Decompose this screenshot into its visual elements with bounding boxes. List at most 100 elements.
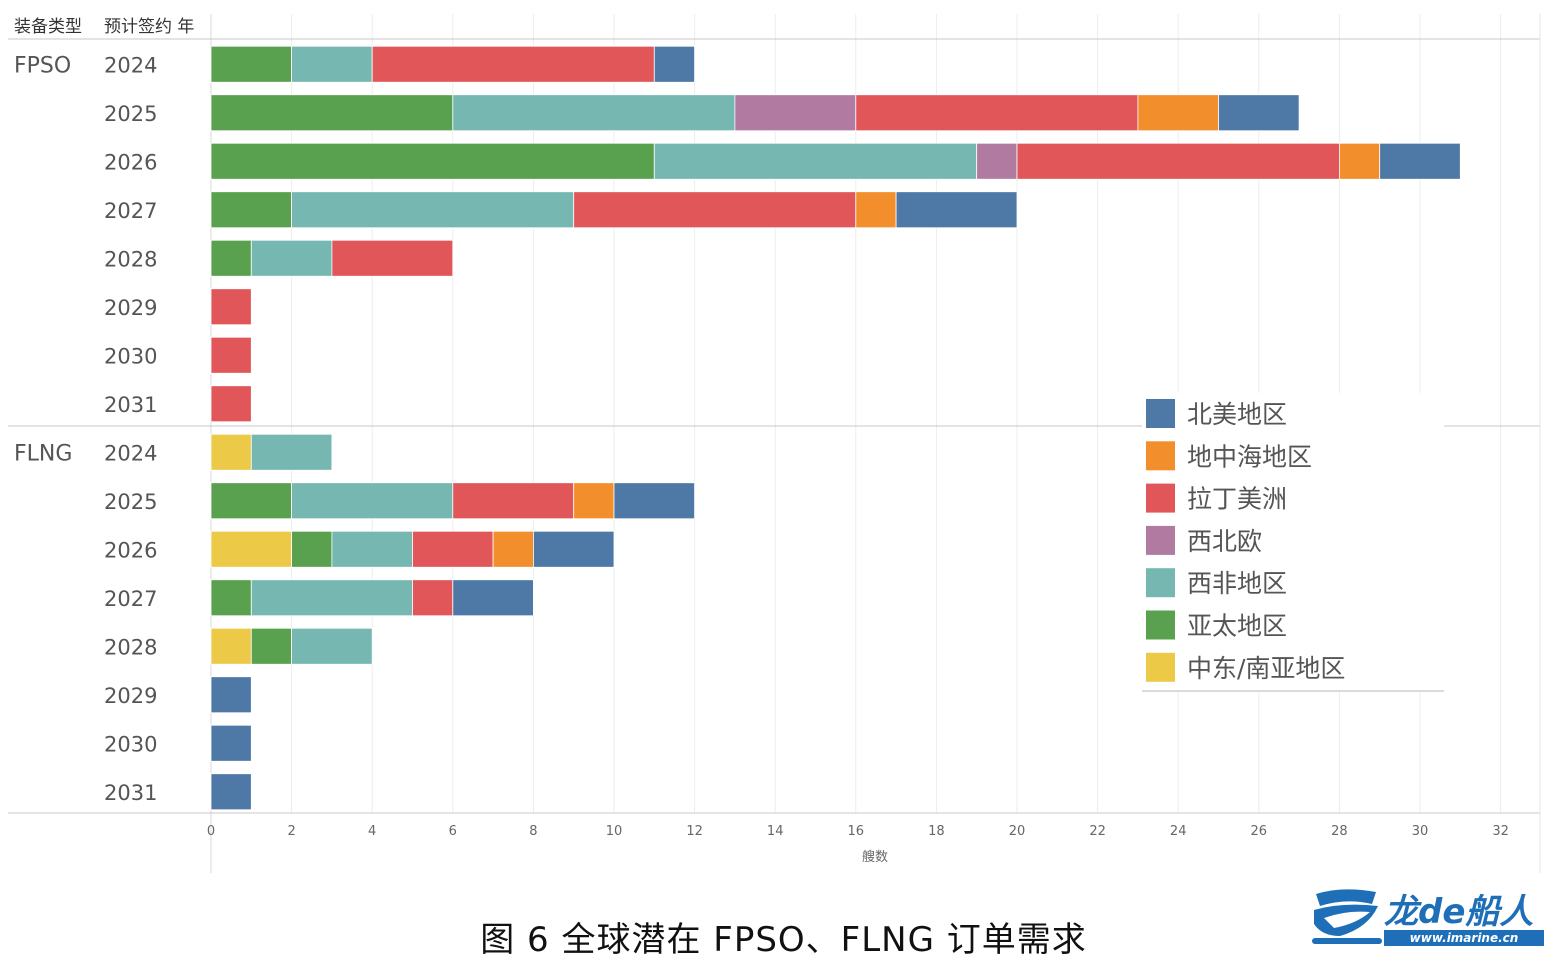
bar-segment bbox=[1016, 142, 1340, 180]
bar-segment bbox=[855, 191, 897, 229]
bar-segment bbox=[291, 530, 333, 568]
bar-segment bbox=[573, 191, 857, 229]
legend-label: 西非地区 bbox=[1187, 569, 1287, 598]
logo-text: 龙de船人 bbox=[1384, 892, 1534, 932]
bar-segment bbox=[1339, 142, 1381, 180]
legend-swatch bbox=[1146, 610, 1175, 640]
bar-segment bbox=[210, 45, 292, 83]
bar-segment bbox=[291, 45, 373, 83]
bar-segment bbox=[210, 142, 655, 180]
year-label: 2029 bbox=[104, 296, 157, 320]
bar-segment bbox=[855, 94, 1139, 132]
bar-segment bbox=[250, 433, 333, 471]
bar-segment bbox=[210, 724, 252, 762]
legend-swatch bbox=[1146, 652, 1175, 682]
year-label: 2029 bbox=[104, 684, 157, 708]
x-tick-label: 24 bbox=[1170, 824, 1187, 839]
x-axis-title: 艘数 bbox=[862, 849, 888, 865]
x-tick-label: 18 bbox=[928, 824, 945, 839]
bar-segment bbox=[452, 94, 736, 132]
bar-segment bbox=[1379, 142, 1461, 180]
year-label: 2027 bbox=[104, 199, 157, 223]
x-tick-label: 4 bbox=[368, 824, 376, 839]
year-label: 2024 bbox=[104, 441, 157, 465]
row-labels: 装备类型 预计签约 年 FPSO 2024 2025 2026 2027 2028 2029 20… bbox=[14, 17, 194, 805]
group-label: FPSO bbox=[14, 53, 71, 78]
figure-caption: 图 6 全球潜在 FPSO、FLNG 订单需求 bbox=[480, 920, 1087, 960]
bars bbox=[210, 45, 1461, 811]
bar-segment bbox=[210, 433, 252, 471]
year-label: 2031 bbox=[104, 393, 157, 417]
x-tick-label: 28 bbox=[1331, 824, 1348, 839]
bar-segment bbox=[291, 191, 575, 229]
year-label: 2030 bbox=[104, 732, 157, 756]
bar-segment bbox=[250, 579, 413, 617]
x-tick-label: 30 bbox=[1412, 824, 1429, 839]
x-tick-label: 20 bbox=[1009, 824, 1026, 839]
legend-label: 地中海地区 bbox=[1187, 442, 1312, 471]
legend-swatch bbox=[1146, 525, 1175, 555]
bar-segment bbox=[452, 482, 575, 520]
year-label: 2025 bbox=[104, 102, 157, 126]
group-label: FLNG bbox=[14, 441, 72, 466]
ship-logo-icon bbox=[1312, 889, 1382, 944]
header-group-col: 装备类型 bbox=[14, 17, 82, 37]
bar-segment bbox=[210, 94, 454, 132]
year-label: 2028 bbox=[104, 247, 157, 271]
year-label: 2031 bbox=[104, 781, 157, 805]
x-tick-label: 26 bbox=[1251, 824, 1268, 839]
legend-swatch bbox=[1146, 399, 1175, 428]
bar-segment bbox=[412, 530, 494, 568]
bar-segment bbox=[210, 627, 252, 665]
bar-segment bbox=[291, 482, 454, 520]
logo-site: www.imarine.cn bbox=[1384, 930, 1544, 946]
bar-segment bbox=[210, 239, 252, 277]
bar-segment bbox=[291, 627, 373, 665]
bar-segment bbox=[210, 482, 292, 520]
bar-segment bbox=[976, 142, 1018, 180]
x-tick-label: 14 bbox=[767, 824, 784, 839]
legend-label: 拉丁美洲 bbox=[1187, 485, 1287, 514]
bar-segment bbox=[734, 94, 857, 132]
legend-swatch bbox=[1146, 441, 1175, 471]
bar-segment bbox=[653, 45, 695, 83]
legend-label: 亚太地区 bbox=[1187, 612, 1287, 641]
bar-segment bbox=[210, 530, 292, 568]
bar-segment bbox=[250, 239, 333, 277]
x-tick-label: 6 bbox=[449, 824, 457, 839]
bar-segment bbox=[210, 336, 252, 374]
x-tick-label: 32 bbox=[1492, 824, 1509, 839]
x-tick-label: 12 bbox=[686, 824, 703, 839]
site-logo: 龙de船人 www.imarine.cn bbox=[1312, 884, 1552, 950]
x-tick-label: 16 bbox=[848, 824, 865, 839]
legend-label: 北美地区 bbox=[1187, 400, 1287, 429]
bar-segment bbox=[533, 530, 615, 568]
bar-segment bbox=[613, 482, 695, 520]
bar-segment bbox=[210, 191, 292, 229]
year-label: 2027 bbox=[104, 587, 157, 611]
bar-segment bbox=[210, 773, 252, 811]
year-label: 2024 bbox=[104, 53, 157, 77]
legend-swatch bbox=[1146, 483, 1175, 513]
bar-segment bbox=[250, 627, 293, 665]
year-label: 2028 bbox=[104, 635, 157, 659]
bar-segment bbox=[452, 579, 534, 617]
x-tick-label: 2 bbox=[287, 824, 295, 839]
legend-label: 中东/南亚地区 bbox=[1187, 654, 1345, 683]
bar-segment bbox=[573, 482, 615, 520]
x-tick-label: 8 bbox=[529, 824, 537, 839]
bar-segment bbox=[210, 288, 252, 326]
x-tick-label: 22 bbox=[1089, 824, 1106, 839]
bar-segment bbox=[653, 142, 978, 180]
bar-segment bbox=[492, 530, 534, 568]
x-tick-label: 0 bbox=[207, 824, 215, 839]
year-label: 2026 bbox=[104, 150, 157, 174]
header-year-col: 预计签约 年 bbox=[104, 17, 194, 37]
bar-segment bbox=[1218, 94, 1300, 132]
x-tick-label: 10 bbox=[606, 824, 623, 839]
bar-segment bbox=[210, 676, 252, 714]
bar-segment bbox=[412, 579, 454, 617]
